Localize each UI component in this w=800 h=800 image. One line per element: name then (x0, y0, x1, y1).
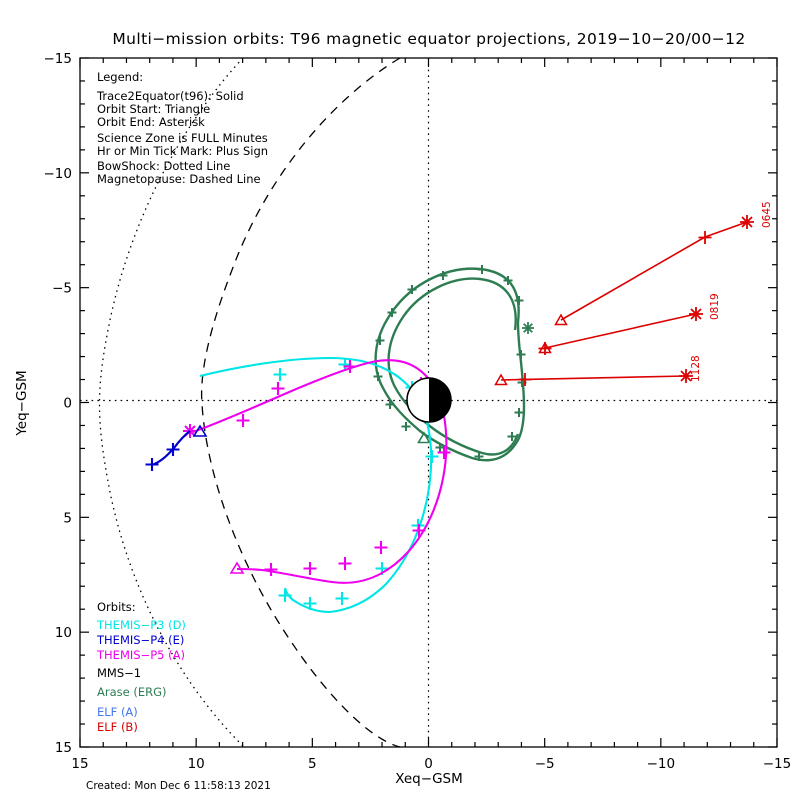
arase-end-asterisk (522, 322, 534, 334)
orbits-legend-item-elf-b: ELF (B) (97, 720, 138, 734)
elfb-0819-end-asterisk (689, 307, 703, 321)
elfb-0645-start-triangle (554, 313, 568, 326)
elfb-1128-end-asterisk (679, 369, 693, 383)
magnetopause-curve (201, 57, 401, 748)
y-tick-label-15: 15 (55, 740, 72, 756)
legend-item-science-zone: Science Zone is FULL Minutes (97, 131, 268, 145)
x-axis-label: Xeq−GSM (395, 771, 463, 787)
p5-start-triangle (229, 561, 245, 574)
axis-ticks (79, 57, 778, 748)
orbits-legend-item-themis-p5: THEMIS−P5 (A) (96, 648, 185, 662)
legend-item-orbit-end: Orbit End: Asterisk (97, 115, 205, 129)
annotation-1128: 1128 (690, 355, 702, 382)
series-themis-p3 (199, 356, 439, 614)
x-tick-label-10: 10 (188, 756, 205, 772)
y-tick-label--5: −5 (52, 281, 72, 297)
orbits-legend-item-elf-a: ELF (A) (97, 705, 138, 719)
p4-start-triangle (192, 424, 208, 437)
legend-block: Legend: Trace2Equator(t96): Solid Orbit … (96, 70, 268, 186)
series-themis-p4 (145, 424, 208, 471)
x-tick-label-5: 5 (308, 756, 317, 772)
orbits-legend-item-arase: Arase (ERG) (97, 685, 167, 699)
orbits-legend-item-themis-p3: THEMIS−P3 (D) (96, 618, 186, 632)
p4-tick-marks (145, 443, 180, 471)
elfb-1128-start-triangle (494, 373, 508, 386)
annotation-0819: 0819 (709, 293, 721, 320)
bowshock-curve (98, 57, 245, 748)
arase-start-triangle (417, 431, 431, 444)
series-elf-b (494, 215, 754, 386)
x-tick-label--15: −15 (763, 756, 792, 772)
legend-item-orbit-start: Orbit Start: Triangle (97, 102, 210, 116)
x-tick-label--5: −5 (535, 756, 555, 772)
legend-item-trace2equator: Trace2Equator(t96): Solid (96, 89, 244, 103)
page-title: Multi−mission orbits: T96 magnetic equat… (112, 30, 745, 48)
y-tick-labels: −15 −10 −5 0 5 10 15 (44, 51, 73, 756)
annotation-0645: 0645 (761, 201, 773, 228)
y-axis-label: Yeq−GSM (14, 370, 30, 436)
orbits-legend-heading: Orbits: (97, 600, 136, 614)
x-tick-label--10: −10 (647, 756, 676, 772)
y-tick-label-0: 0 (63, 396, 72, 412)
created-timestamp: Created: Mon Dec 6 11:58:13 2021 (86, 780, 271, 792)
y-tick-label-5: 5 (63, 510, 72, 526)
y-tick-label--15: −15 (44, 51, 73, 67)
legend-item-magnetopause: Magnetopause: Dashed Line (97, 172, 261, 186)
legend-item-tick-mark: Hr or Min Tick Mark: Plus Sign (97, 144, 268, 158)
orbits-legend-item-mms-1: MMS−1 (97, 666, 141, 680)
orbits-legend: Orbits: THEMIS−P3 (D) THEMIS−P4 (E) THEM… (96, 600, 186, 734)
y-tick-label--10: −10 (44, 166, 73, 182)
elfb-0645-end-asterisk (740, 215, 754, 229)
legend-item-bowshock: BowShock: Dotted Line (97, 159, 230, 173)
x-tick-label-15: 15 (71, 756, 88, 772)
orbits-legend-item-themis-p4: THEMIS−P4 (E) (96, 633, 184, 647)
legend-heading: Legend: (97, 70, 143, 84)
x-tick-label-0: 0 (424, 756, 433, 772)
series-arase-erg (373, 265, 534, 462)
earth-disk (406, 377, 452, 423)
y-tick-label-10: 10 (55, 625, 72, 641)
x-tick-labels: 15 10 5 0 −5 −10 −15 (71, 756, 791, 772)
arase-tick-marks (373, 265, 527, 461)
